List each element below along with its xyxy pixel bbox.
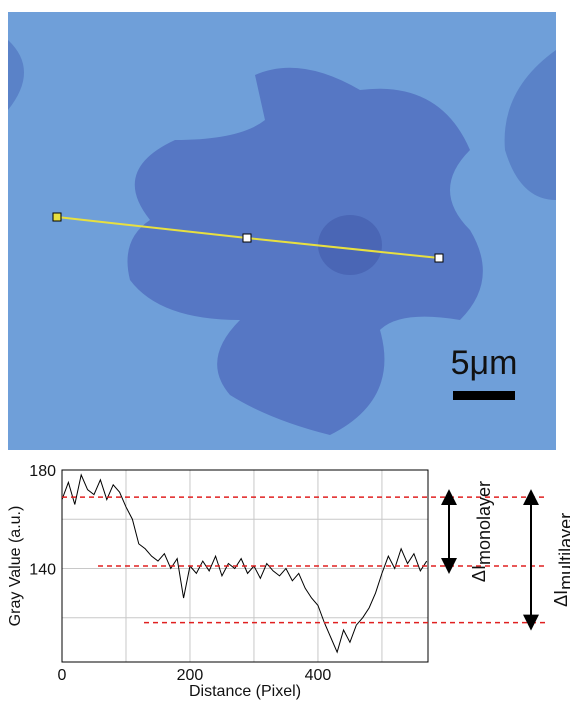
y-tick-label: 180 [29, 463, 56, 480]
scale-bar-label: 5μm [451, 344, 518, 382]
delta-symbol: ΔI [469, 565, 489, 582]
y-tick-label: 140 [29, 561, 56, 578]
x-tick-label: 0 [58, 667, 67, 684]
x-axis-label: Distance (Pixel) [189, 683, 301, 700]
y-axis-label: Gray Value (a.u.) [7, 506, 24, 627]
micrograph: 5μm [8, 12, 556, 450]
delta-label: ΔImultilayer [551, 513, 570, 607]
delta-label: ΔImonolayer [469, 481, 494, 582]
x-tick-label: 200 [177, 667, 204, 684]
delta-subscript: monolayer [474, 481, 494, 565]
profile-line [61, 473, 428, 654]
plot-frame [61, 469, 429, 663]
delta-subscript: multilayer [556, 513, 570, 590]
x-tick-label: 400 [305, 667, 332, 684]
delta-symbol: ΔI [551, 590, 570, 607]
